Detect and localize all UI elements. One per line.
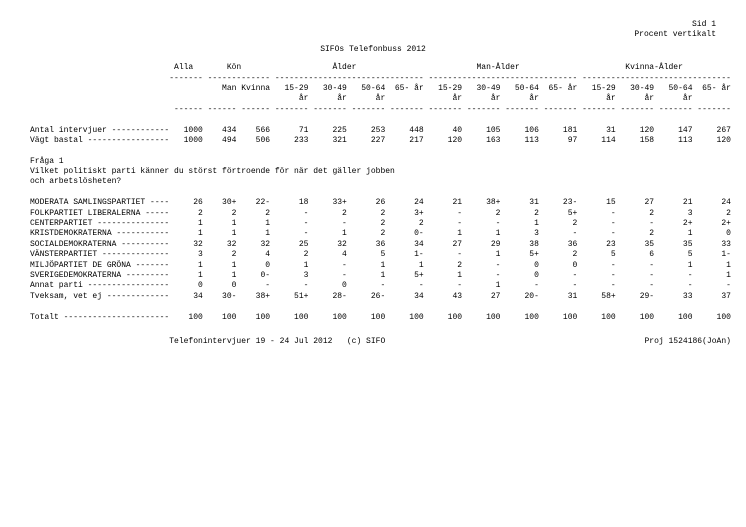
page-footer: Telefonintervjuer 19 - 24 Jul 2012 (c) S… <box>30 337 716 347</box>
page-header-right: Sid 1 Procent vertikalt <box>30 20 716 41</box>
data-table: Alla Kön Ålder Man-Ålder Kvinna-Ålder --… <box>30 63 716 323</box>
page-subtitle: Procent vertikalt <box>634 30 716 39</box>
page-title: SIFOs Telefonbuss 2012 <box>30 45 716 55</box>
page-number: Sid 1 <box>692 20 716 29</box>
